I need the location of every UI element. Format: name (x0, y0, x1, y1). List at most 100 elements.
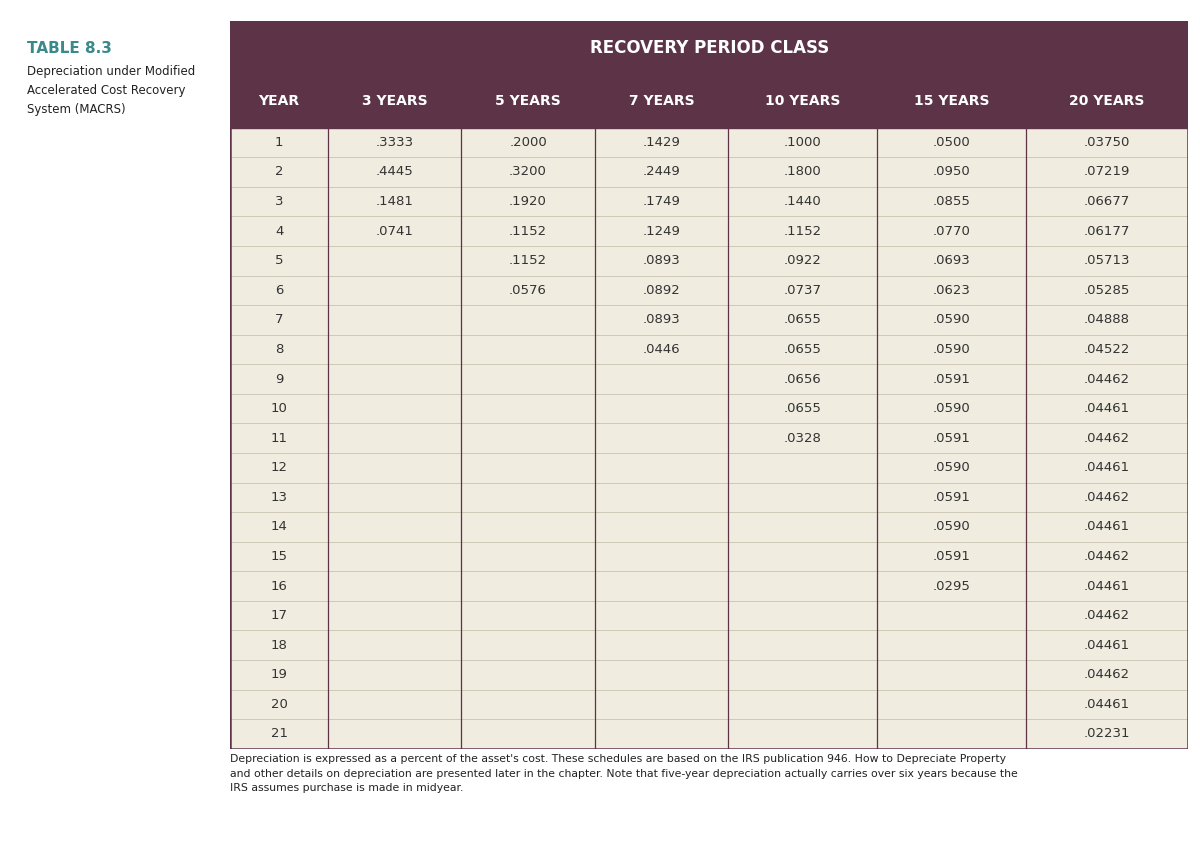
Bar (230, 482, 1188, 512)
Bar (230, 335, 1188, 365)
Text: 3: 3 (275, 195, 283, 208)
Text: .1440: .1440 (784, 195, 822, 208)
Bar (728, 74, 877, 128)
Text: .04461: .04461 (1084, 461, 1130, 475)
Text: .1152: .1152 (509, 225, 547, 238)
Text: .2449: .2449 (642, 166, 680, 179)
Bar (230, 246, 1188, 276)
Text: 15 YEARS: 15 YEARS (913, 94, 989, 108)
Bar (595, 74, 728, 128)
Text: 3 YEARS: 3 YEARS (362, 94, 427, 108)
Text: 10 YEARS: 10 YEARS (764, 94, 840, 108)
Text: .0590: .0590 (932, 313, 971, 327)
Text: 8: 8 (275, 343, 283, 356)
Text: 20: 20 (271, 698, 288, 711)
Bar (230, 601, 1188, 630)
Text: .0590: .0590 (932, 343, 971, 356)
Bar (230, 187, 1188, 217)
Bar (230, 21, 1188, 74)
Text: .1481: .1481 (376, 195, 414, 208)
Text: .04462: .04462 (1084, 609, 1130, 622)
Bar (230, 660, 1188, 689)
Text: .0500: .0500 (932, 136, 971, 149)
Bar (230, 719, 1188, 749)
Text: .0623: .0623 (932, 283, 971, 297)
Text: .1800: .1800 (784, 166, 822, 179)
Text: 1: 1 (275, 136, 283, 149)
Text: .04461: .04461 (1084, 520, 1130, 533)
Text: .0590: .0590 (932, 402, 971, 415)
Text: .1920: .1920 (509, 195, 547, 208)
Text: .1749: .1749 (642, 195, 680, 208)
Text: .0591: .0591 (932, 491, 971, 504)
Bar (230, 276, 1188, 305)
Bar (230, 74, 328, 128)
Text: .04461: .04461 (1084, 698, 1130, 711)
Bar (230, 689, 1188, 719)
Text: Depreciation under Modified
Accelerated Cost Recovery
System (MACRS): Depreciation under Modified Accelerated … (28, 65, 196, 116)
Text: .0591: .0591 (932, 431, 971, 445)
Text: 18: 18 (271, 639, 288, 651)
Text: .0446: .0446 (643, 343, 680, 356)
Bar (230, 453, 1188, 482)
Text: .0655: .0655 (784, 313, 822, 327)
Bar (1026, 74, 1188, 128)
Text: 13: 13 (271, 491, 288, 504)
Bar (230, 393, 1188, 423)
Text: 5 YEARS: 5 YEARS (496, 94, 560, 108)
Text: 5: 5 (275, 254, 283, 267)
Text: .06177: .06177 (1084, 225, 1130, 238)
Text: .0741: .0741 (376, 225, 414, 238)
Text: .0892: .0892 (642, 283, 680, 297)
Text: 19: 19 (271, 668, 288, 681)
Text: 20 YEARS: 20 YEARS (1069, 94, 1145, 108)
Text: .07219: .07219 (1084, 166, 1130, 179)
Text: .0591: .0591 (932, 372, 971, 386)
Text: 10: 10 (271, 402, 288, 415)
Text: .1249: .1249 (642, 225, 680, 238)
Text: .0295: .0295 (932, 580, 971, 592)
Text: .06677: .06677 (1084, 195, 1130, 208)
Text: .0950: .0950 (932, 166, 971, 179)
Text: .04461: .04461 (1084, 639, 1130, 651)
Text: 15: 15 (271, 550, 288, 563)
Bar (328, 74, 461, 128)
Text: .03750: .03750 (1084, 136, 1130, 149)
Text: .1152: .1152 (509, 254, 547, 267)
Text: .0591: .0591 (932, 550, 971, 563)
Bar (230, 541, 1188, 571)
Bar (461, 74, 595, 128)
Bar (877, 74, 1026, 128)
Text: .0590: .0590 (932, 520, 971, 533)
Text: 7 YEARS: 7 YEARS (629, 94, 695, 108)
Text: .2000: .2000 (509, 136, 547, 149)
Bar (230, 512, 1188, 541)
Text: .02231: .02231 (1084, 728, 1130, 740)
Text: .0922: .0922 (784, 254, 822, 267)
Text: 12: 12 (271, 461, 288, 475)
Text: .3333: .3333 (376, 136, 414, 149)
Text: .04888: .04888 (1084, 313, 1130, 327)
Text: .04462: .04462 (1084, 550, 1130, 563)
Text: .04462: .04462 (1084, 431, 1130, 445)
Text: 9: 9 (275, 372, 283, 386)
Text: 17: 17 (271, 609, 288, 622)
Text: .04461: .04461 (1084, 402, 1130, 415)
Text: .3200: .3200 (509, 166, 547, 179)
Text: .1429: .1429 (642, 136, 680, 149)
Text: .05285: .05285 (1084, 283, 1130, 297)
Text: .04462: .04462 (1084, 668, 1130, 681)
Text: 21: 21 (271, 728, 288, 740)
Text: .1000: .1000 (784, 136, 822, 149)
Text: .0737: .0737 (784, 283, 822, 297)
Text: .0855: .0855 (932, 195, 971, 208)
Text: .0770: .0770 (932, 225, 971, 238)
Text: .0328: .0328 (784, 431, 822, 445)
Text: .0656: .0656 (784, 372, 822, 386)
Text: .04461: .04461 (1084, 580, 1130, 592)
Bar (230, 305, 1188, 335)
Text: Depreciation is expressed as a percent of the asset's cost. These schedules are : Depreciation is expressed as a percent o… (230, 755, 1018, 794)
Text: .04522: .04522 (1084, 343, 1130, 356)
Text: TABLE 8.3: TABLE 8.3 (28, 41, 112, 56)
Text: RECOVERY PERIOD CLASS: RECOVERY PERIOD CLASS (589, 39, 829, 57)
